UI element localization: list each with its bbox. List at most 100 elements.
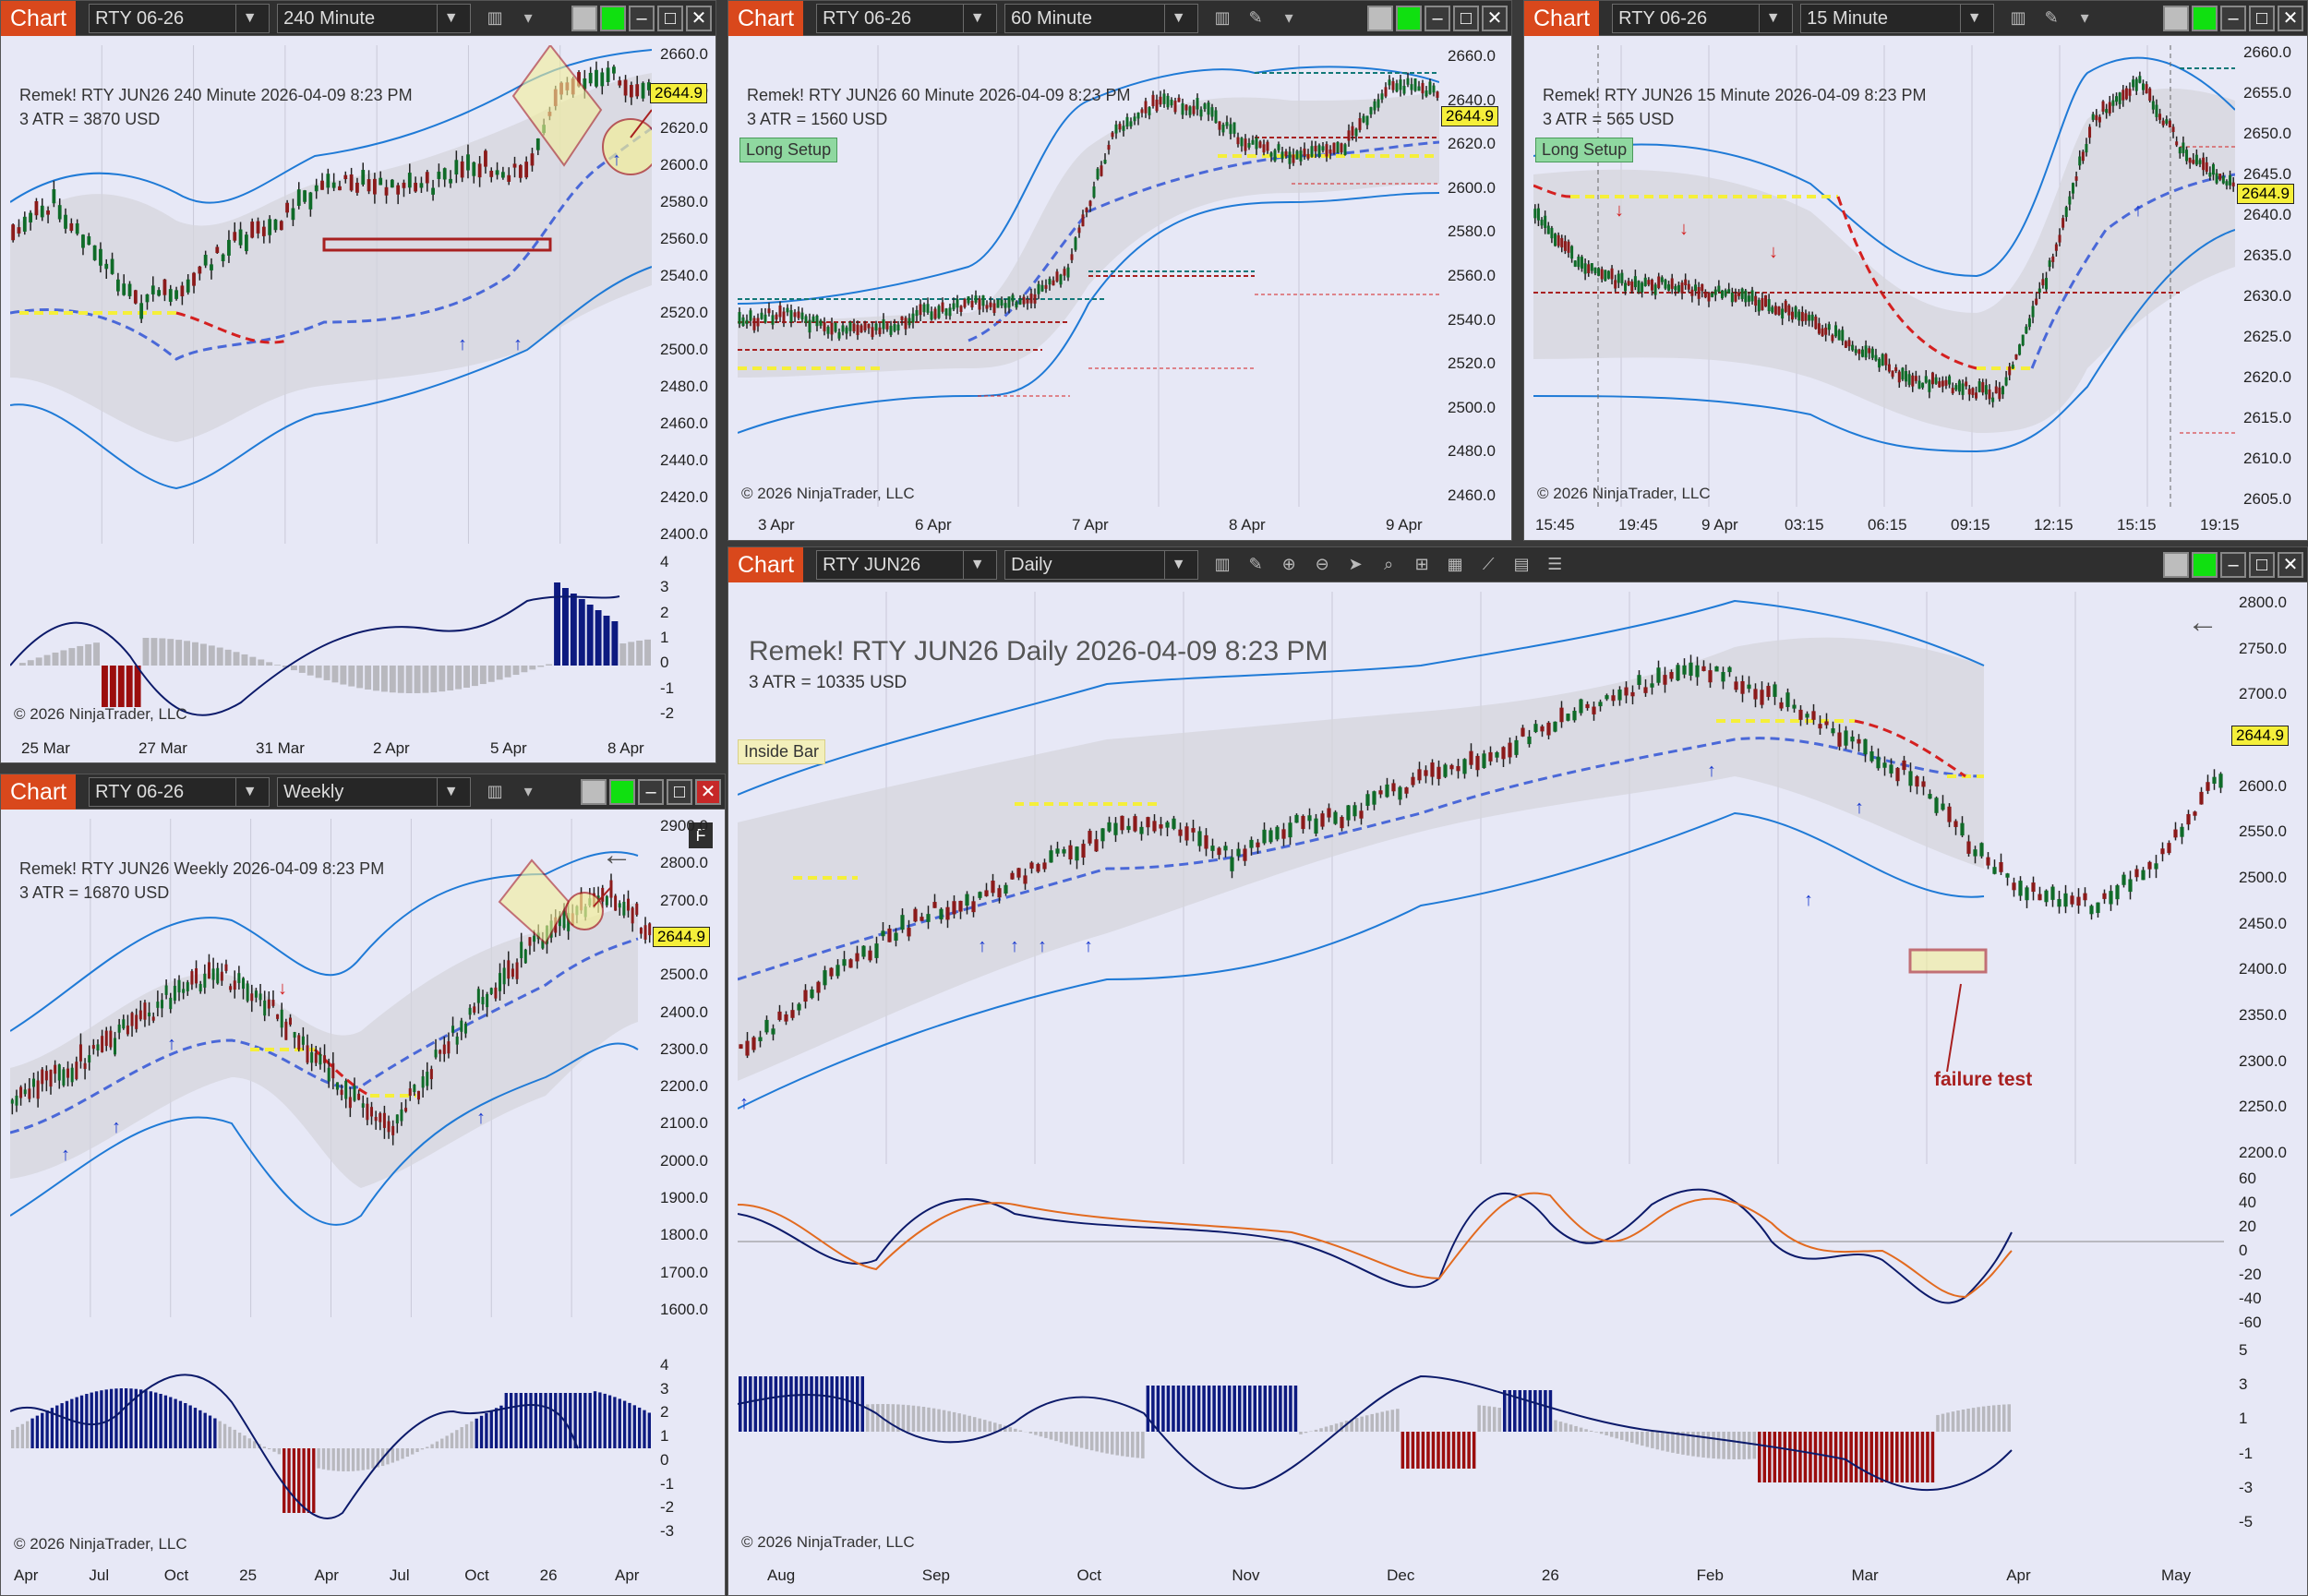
candle-body <box>1766 686 1771 697</box>
price-axis[interactable]: 2900.02800.02700.02600.02500.02400.02300… <box>656 817 723 1318</box>
close-icon[interactable]: ✕ <box>2278 551 2303 578</box>
f-button[interactable]: F <box>689 822 713 848</box>
oscillator-panel-2[interactable] <box>738 1339 2224 1533</box>
candle-body <box>263 1000 267 1016</box>
instrument-selector[interactable]: RTY 06-26 ▼ <box>816 3 998 33</box>
oscillator-panel[interactable] <box>10 546 652 730</box>
price-panel[interactable]: ↑ ↑ ↑ <box>10 45 652 544</box>
close-icon[interactable]: ✕ <box>1482 5 1508 31</box>
oscillator-panel[interactable] <box>10 1356 652 1541</box>
link-icon[interactable] <box>2163 551 2189 578</box>
oscillator-axis[interactable]: 4 3 2 1 0 -1 -2 <box>656 546 715 730</box>
histogram-bar <box>927 1407 931 1432</box>
maximize-icon[interactable]: □ <box>1453 5 1479 31</box>
time-axis[interactable]: 3 Apr 6 Apr 7 Apr 8 Apr 9 Apr <box>738 514 1439 538</box>
oscillator-axis[interactable]: 4 3 2 1 0 -1 -2 -3 <box>656 1356 723 1541</box>
drawing-tool-icon[interactable]: ✎ <box>1248 8 1263 27</box>
oscillator-axis-1[interactable]: 60 40 20 0 -20 -40 -60 <box>2235 1168 2307 1334</box>
minimize-icon[interactable]: – <box>1424 5 1450 31</box>
minimize-icon[interactable]: – <box>2220 5 2246 31</box>
period-selector[interactable]: Weekly ▼ <box>277 776 472 807</box>
close-icon[interactable]: ✕ <box>686 5 712 31</box>
zoom-out-icon[interactable]: ⊖ <box>1315 555 1329 573</box>
zoom-in-icon[interactable]: ⊕ <box>1281 555 1296 573</box>
minimize-icon[interactable]: – <box>629 5 655 31</box>
data-box-icon[interactable]: ⌕ <box>1384 555 1394 573</box>
chart-menu-button[interactable]: Chart <box>728 1 804 36</box>
price-axis[interactable]: 2660.02640.02620.02600.02580.02560.02540… <box>656 45 715 544</box>
instrument-selector[interactable]: RTY 06-26 ▼ <box>89 776 270 807</box>
price-panel[interactable]: ↓ ↓ ↓ ↑ <box>1533 45 2235 507</box>
status-icon[interactable] <box>609 778 635 805</box>
link-icon[interactable] <box>581 778 607 805</box>
bar-type-icon[interactable]: ▥ <box>1214 8 1231 27</box>
chart-menu-button[interactable]: Chart <box>1524 1 1600 36</box>
back-arrow-icon[interactable]: ← <box>2187 605 2218 640</box>
status-icon[interactable] <box>600 5 626 31</box>
candle-body <box>250 222 255 238</box>
status-icon[interactable] <box>2192 5 2218 31</box>
time-axis[interactable]: 25 Mar 27 Mar 31 Mar 2 Apr 5 Apr 8 Apr <box>10 738 652 762</box>
drawing-tool-icon[interactable]: ✎ <box>1248 555 1263 573</box>
bar-type-icon[interactable]: ▥ <box>487 782 503 800</box>
link-icon[interactable] <box>1367 5 1393 31</box>
period-selector[interactable]: 15 Minute ▼ <box>1800 3 1995 33</box>
strategies-icon[interactable]: ⟋ <box>1482 555 1495 573</box>
maximize-icon[interactable]: □ <box>2249 551 2275 578</box>
oscillator-panel-1[interactable] <box>738 1168 2224 1334</box>
dropdown-icon[interactable]: ▾ <box>523 8 533 27</box>
histogram-bar <box>386 1448 390 1465</box>
period-selector[interactable]: 60 Minute ▼ <box>1004 3 1199 33</box>
dropdown-icon[interactable]: ▾ <box>523 782 533 800</box>
minimize-icon[interactable]: – <box>2220 551 2246 578</box>
close-icon[interactable]: ✕ <box>695 778 721 805</box>
dropdown-icon[interactable]: ▾ <box>1284 8 1293 27</box>
period-selector[interactable]: 240 Minute ▼ <box>277 3 472 33</box>
chart-menu-button[interactable]: Chart <box>728 547 804 582</box>
candle-body <box>1391 783 1396 792</box>
axis-tick-label: 25 <box>239 1566 258 1584</box>
status-icon[interactable] <box>1396 5 1422 31</box>
time-axis[interactable]: Apr Jul Oct 25 Apr Jul Oct 26 Apr <box>10 1565 652 1589</box>
period-selector[interactable]: Daily ▼ <box>1004 549 1199 580</box>
oscillator-axis-2[interactable]: 5 3 1 -1 -3 -5 <box>2235 1339 2307 1533</box>
time-axis[interactable]: Aug Sep Oct Nov Dec 26 Feb Mar Apr May <box>738 1565 2224 1592</box>
candle-body <box>36 1080 40 1099</box>
price-axis[interactable]: 2800.02750.02700.02650.02600.02550.02500… <box>2235 592 2307 1164</box>
dropdown-icon[interactable]: ▾ <box>2080 8 2089 27</box>
instrument-selector[interactable]: RTY JUN26 ▼ <box>816 549 998 580</box>
candle-body <box>447 1041 451 1054</box>
bar-type-icon[interactable]: ▥ <box>487 8 503 27</box>
chart-menu-button[interactable]: Chart <box>1 774 77 810</box>
status-icon[interactable] <box>2192 551 2218 578</box>
maximize-icon[interactable]: □ <box>657 5 683 31</box>
minimize-icon[interactable]: – <box>638 778 664 805</box>
properties-icon[interactable]: ⊞ <box>1414 555 1429 573</box>
price-axis[interactable]: 2660.0 2655.0 2650.0 2645.0 2640.0 2635.0 2630… <box>2240 43 2306 508</box>
price-panel[interactable]: ↑ ↑ ↑ ↑ ↓ <box>10 819 652 1317</box>
pointer-icon[interactable]: ➤ <box>1348 555 1363 573</box>
bar-type-icon[interactable]: ▥ <box>1214 555 1231 573</box>
templates-icon[interactable]: ▤ <box>1513 555 1530 573</box>
time-axis[interactable]: 15:45 19:45 9 Apr 03:15 06:15 09:15 12:15 15:15… <box>1533 514 2240 538</box>
close-icon[interactable]: ✕ <box>2278 5 2303 31</box>
chart-menu-button[interactable]: Chart <box>1 1 77 36</box>
back-arrow-icon[interactable]: ← <box>601 837 632 872</box>
price-panel[interactable] <box>738 45 1439 507</box>
bar-type-icon[interactable]: ▥ <box>2010 8 2026 27</box>
maximize-icon[interactable]: □ <box>667 778 692 805</box>
link-icon[interactable] <box>2163 5 2189 31</box>
candle-body <box>366 1103 369 1121</box>
histogram-bar <box>1997 1404 2001 1432</box>
instrument-selector[interactable]: RTY 06-26 ▼ <box>1612 3 1794 33</box>
histogram-bar <box>1482 1405 1486 1432</box>
list-icon[interactable]: ☰ <box>1547 555 1563 573</box>
link-icon[interactable] <box>571 5 597 31</box>
indicators-icon[interactable]: ▦ <box>1447 555 1463 573</box>
instrument-selector[interactable]: RTY 06-26 ▼ <box>89 3 270 33</box>
histogram-bar <box>1788 1432 1792 1482</box>
price-panel[interactable]: ↑ ↑ ↑ ↑ ↑ ↑ ↑ ↑ <box>738 592 2224 1164</box>
maximize-icon[interactable]: □ <box>2249 5 2275 31</box>
drawing-tool-icon[interactable]: ✎ <box>2044 8 2059 27</box>
